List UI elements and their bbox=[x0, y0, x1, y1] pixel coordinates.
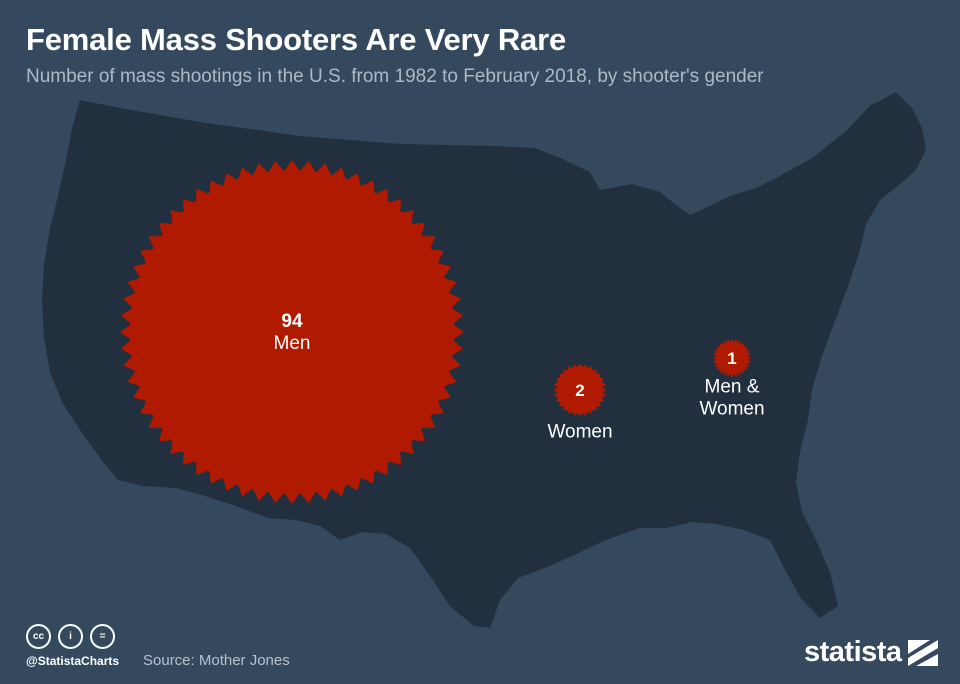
license-icons: cc i = bbox=[26, 624, 115, 649]
bubble-value-label: 94 bbox=[281, 311, 303, 332]
bubble-men bbox=[130, 170, 454, 494]
source-note: Source: Mother Jones bbox=[143, 652, 290, 669]
bubble-category-label: Women bbox=[547, 422, 612, 443]
by-icon: i bbox=[58, 624, 83, 649]
cc-icon: cc bbox=[26, 624, 51, 649]
chart-title: Female Mass Shooters Are Very Rare bbox=[26, 22, 566, 57]
bubble-category-label: Men & bbox=[705, 377, 760, 398]
nd-icon: = bbox=[90, 624, 115, 649]
bubble-value-label: 1 bbox=[727, 349, 736, 368]
bubble-category-label: Women bbox=[699, 399, 764, 420]
social-handle[interactable]: @StatistaCharts bbox=[26, 654, 120, 668]
bubble-category-label: Men bbox=[274, 333, 311, 354]
bubble-women bbox=[556, 366, 604, 414]
bubble-value-label: 2 bbox=[575, 381, 584, 400]
brand-mark-icon bbox=[907, 639, 938, 666]
bubble-men-women bbox=[715, 341, 749, 375]
brand-logo[interactable]: statista bbox=[804, 636, 938, 669]
brand-name: statista bbox=[804, 636, 902, 668]
chart-subtitle: Number of mass shootings in the U.S. fro… bbox=[26, 66, 764, 87]
